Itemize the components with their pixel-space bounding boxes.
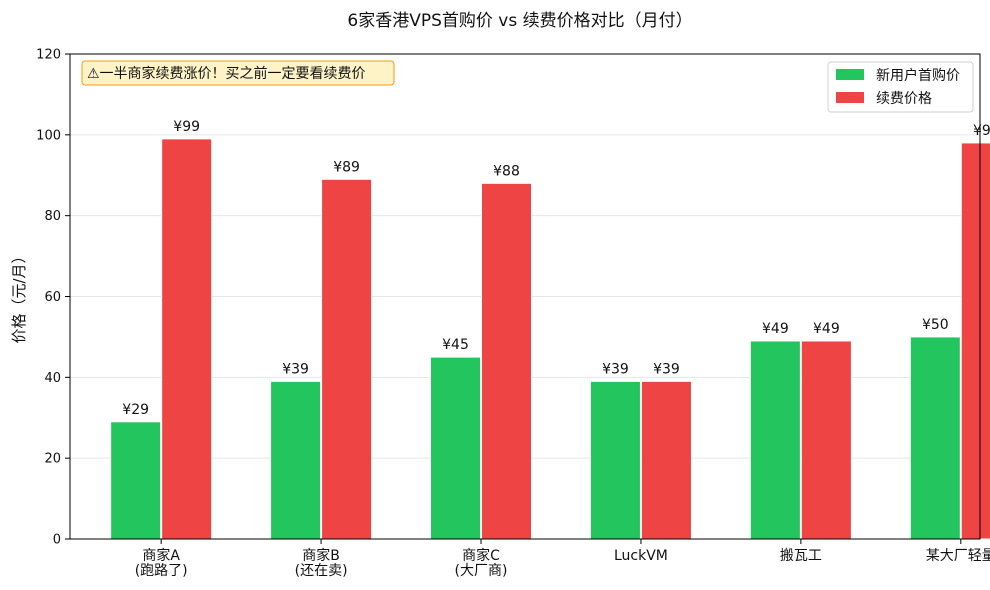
y-tick-label: 20 — [44, 452, 61, 467]
bar — [321, 178, 373, 540]
data-label: ¥89 — [333, 159, 360, 175]
data-label: ¥99 — [173, 119, 200, 135]
legend-box — [827, 61, 974, 113]
bar — [161, 138, 213, 540]
x-tick-label: LuckVM — [614, 548, 668, 564]
x-tick-label: (跑路了) — [135, 563, 188, 579]
axes: 0 20 40 60 80 100 120 商家A(跑路了) 商家B(还在卖) 商家C(大厂商) L… — [36, 48, 990, 580]
data-label: ¥39 — [282, 361, 309, 377]
bar — [800, 340, 852, 540]
chart-title: 6家香港VPS首购价 vs 续费价格对比（月付） — [347, 11, 692, 31]
legend-label: 新用户首购价 — [876, 67, 960, 84]
bars-layer — [110, 138, 990, 540]
x-tick-label: 商家B — [302, 547, 340, 564]
y-tick-label: 60 — [44, 290, 61, 305]
legend-swatch — [836, 92, 864, 103]
data-label: ¥98 — [973, 123, 990, 139]
data-label: ¥29 — [122, 402, 149, 418]
data-label: ¥88 — [493, 163, 520, 179]
bar — [589, 380, 641, 540]
legend-label: 续费价格 — [876, 90, 932, 107]
x-tick-label: 搬瓦工 — [780, 548, 822, 564]
x-tick-label: 某大厂轻量 — [926, 548, 990, 564]
y-tick-label: 80 — [44, 209, 61, 224]
data-labels: ¥29 ¥99 ¥39 ¥89 ¥45 ¥88 ¥39 ¥39 ¥49 ¥49 ¥50 ¥98 — [122, 119, 990, 418]
y-tick-label: 100 — [36, 128, 61, 143]
y-axis-label: 价格（元/月） — [10, 248, 28, 343]
warning-annotation: ⚠一半商家续费涨价！买之前一定要看续费价 — [81, 60, 395, 86]
data-label: ¥45 — [442, 337, 469, 353]
data-label: ¥39 — [602, 361, 629, 377]
y-tick-label: 40 — [44, 371, 61, 386]
y-tick-label: 0 — [53, 533, 61, 548]
annotation-box — [81, 60, 395, 86]
data-label: ¥50 — [922, 317, 949, 333]
bar — [749, 340, 801, 540]
bar — [909, 336, 961, 540]
x-tick-label: (大厂商) — [455, 563, 508, 579]
bar — [270, 380, 322, 540]
bar — [960, 142, 990, 540]
bar — [110, 421, 162, 540]
legend-swatch — [836, 69, 864, 80]
x-tick-label: 商家C — [462, 547, 500, 564]
bar — [640, 380, 692, 540]
x-tick-label: 商家A — [142, 547, 180, 564]
data-label: ¥49 — [762, 321, 789, 337]
bar — [481, 182, 533, 540]
x-tick-label: (还在卖) — [295, 563, 348, 579]
bar — [430, 356, 482, 540]
data-label: ¥49 — [813, 321, 840, 337]
data-label: ¥39 — [653, 361, 680, 377]
annotation-text: ⚠一半商家续费涨价！买之前一定要看续费价 — [87, 65, 366, 82]
y-tick-label: 120 — [36, 48, 61, 63]
